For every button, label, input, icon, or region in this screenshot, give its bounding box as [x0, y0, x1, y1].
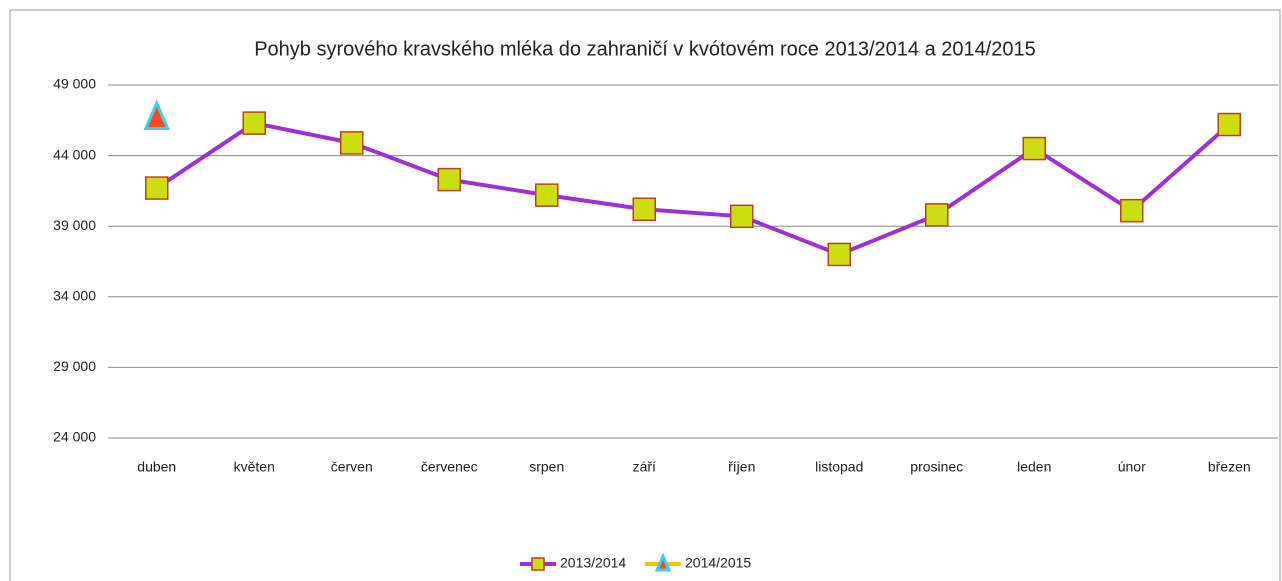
marker — [242, 111, 266, 135]
x-tick-label: srpen — [529, 459, 564, 475]
x-tick-label: únor — [1118, 459, 1146, 475]
x-tick-label: červen — [331, 459, 373, 475]
legend-label: 2013/2014 — [560, 555, 626, 571]
y-tick-label: 44 000 — [53, 146, 96, 162]
legend-label: 2014/2015 — [685, 555, 751, 571]
marker — [143, 99, 171, 130]
y-tick-label: 24 000 — [53, 429, 96, 445]
marker — [632, 197, 656, 222]
x-tick-label: duben — [137, 459, 176, 475]
x-tick-label: březen — [1208, 459, 1251, 475]
y-tick-label: 34 000 — [53, 288, 96, 304]
series-line — [155, 121, 1231, 257]
marker — [925, 203, 949, 227]
chart-title: Pohyb syrového kravského mléka do zahran… — [254, 38, 1036, 60]
marker — [1022, 136, 1046, 161]
chart-frame — [9, 9, 1281, 581]
x-tick-label: říjen — [728, 459, 755, 475]
marker — [145, 176, 169, 200]
x-tick-label: leden — [1017, 459, 1051, 475]
x-tick-label: září — [633, 459, 656, 475]
marker — [1120, 198, 1144, 223]
marker — [437, 167, 461, 192]
marker — [535, 183, 559, 207]
x-tick-label: červenec — [421, 459, 478, 475]
x-tick-label: květen — [234, 459, 275, 475]
y-tick-label: 29 000 — [53, 358, 96, 374]
x-tick-label: listopad — [815, 459, 863, 475]
marker — [340, 131, 364, 155]
x-tick-label: prosinec — [910, 459, 963, 475]
marker — [1217, 112, 1241, 137]
marker — [827, 242, 851, 267]
marker — [531, 557, 545, 571]
y-tick-label: 39 000 — [53, 217, 96, 233]
marker — [730, 204, 754, 229]
y-tick-label: 49 000 — [53, 76, 96, 92]
marker — [654, 552, 672, 572]
